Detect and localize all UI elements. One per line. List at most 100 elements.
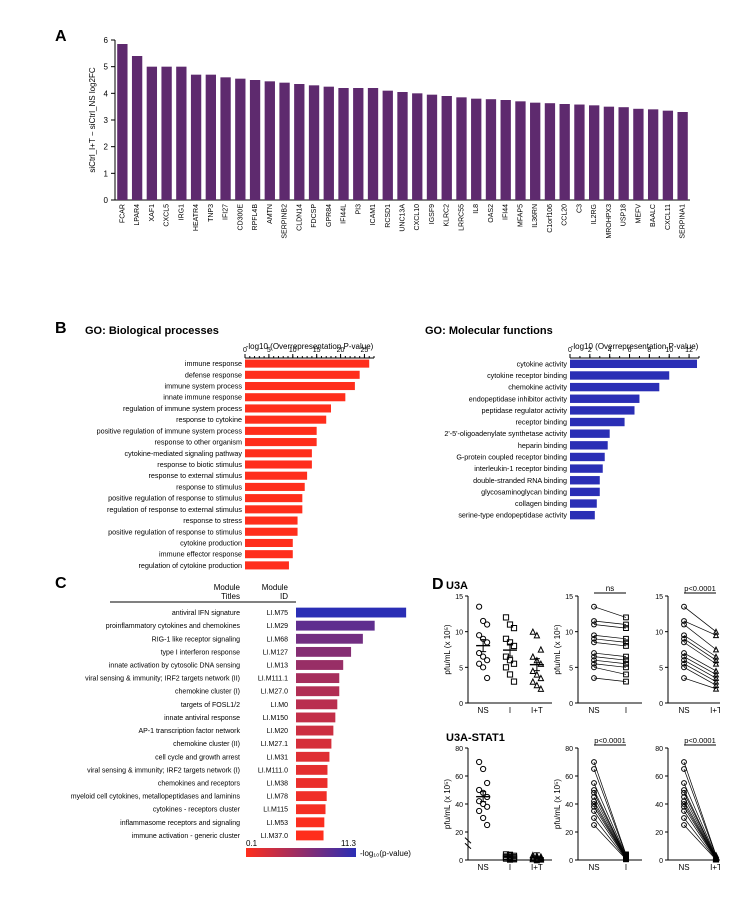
svg-text:10: 10 [455,630,463,637]
svg-text:25: 25 [361,347,369,354]
svg-text:positive regulation of immune: positive regulation of immune system pro… [97,426,243,435]
svg-text:CXCL10: CXCL10 [414,204,421,231]
svg-text:NS: NS [478,863,489,872]
svg-text:MEFV: MEFV [635,204,642,224]
svg-text:LI.M13: LI.M13 [267,663,289,670]
svg-text:LI.M53: LI.M53 [267,820,289,827]
svg-text:pfu/mL (x 10⁵): pfu/mL (x 10⁵) [553,779,562,829]
svg-text:IRG1: IRG1 [178,204,185,220]
svg-text:-log10 (Overrepresentation P-v: -log10 (Overrepresentation P-value) [246,342,374,351]
svg-text:UNC13A: UNC13A [400,204,407,232]
svg-text:AMTN: AMTN [267,204,274,224]
svg-text:6: 6 [628,347,632,354]
hbar [245,382,355,390]
svg-text:KLRC2: KLRC2 [444,204,451,227]
bar [604,107,614,200]
svg-text:2: 2 [104,143,109,152]
svg-text:cytokine activity: cytokine activity [517,359,568,368]
svg-text:15: 15 [313,347,321,354]
svg-text:response to stress: response to stress [183,516,242,525]
svg-text:RIG-1 like receptor signaling: RIG-1 like receptor signaling [152,636,240,643]
svg-text:RCSD1: RCSD1 [385,204,392,228]
hbar [570,488,600,496]
svg-text:I+T: I+T [710,706,720,715]
svg-text:NS: NS [678,863,689,872]
svg-text:LI.M31: LI.M31 [267,754,289,761]
svg-text:IGSF9: IGSF9 [429,204,436,224]
svg-text:LI.M111.0: LI.M111.0 [258,767,288,774]
hbar [570,418,625,426]
svg-text:innate antiviral response: innate antiviral response [164,715,240,722]
module-bar [296,647,351,657]
u3a-stat1-chart: U3A-STAT1020406080pfu/mL (x 10⁵)NSII+T02… [440,730,720,880]
module-bar [296,765,327,775]
svg-text:SERPINA1: SERPINA1 [680,204,687,239]
bar [589,105,599,200]
hbar [570,499,597,507]
svg-text:p<0.0001: p<0.0001 [684,736,716,745]
bar [191,75,201,200]
svg-text:15: 15 [455,594,463,601]
svg-text:ID: ID [280,592,288,601]
svg-text:PI3: PI3 [355,204,362,215]
svg-text:0: 0 [659,858,663,865]
svg-text:1: 1 [104,169,109,178]
svg-text:regulation of immune system pr: regulation of immune system process [123,404,242,413]
panel-a-chart: 0123456siCtrl_I+T − siCtrl_NS log2FCFCAR… [85,35,695,295]
hbar [245,472,307,480]
svg-text:C3: C3 [576,204,583,213]
hbar [245,561,289,569]
svg-text:p<0.0001: p<0.0001 [594,736,626,745]
module-bar [296,831,324,841]
svg-text:-log₁₀(p-value): -log₁₀(p-value) [360,849,411,858]
svg-text:LI.M27.1: LI.M27.1 [261,741,288,748]
bar [235,79,245,200]
svg-text:AP-1 transcription factor netw: AP-1 transcription factor network [138,728,240,735]
svg-text:LI.M150: LI.M150 [263,715,288,722]
hbar [245,483,305,491]
svg-text:5: 5 [459,665,463,672]
bar [442,96,452,200]
svg-text:NS: NS [588,706,599,715]
bar [560,104,570,200]
hbar [245,528,298,536]
bar [383,91,393,200]
hbar [245,550,293,558]
hbar [245,505,302,513]
svg-text:chemokine cluster (II): chemokine cluster (II) [173,741,240,748]
bar [368,88,378,200]
svg-text:LI.M115: LI.M115 [263,807,288,814]
module-bar [296,739,331,749]
bar [279,83,289,200]
bar [324,87,334,200]
svg-text:80: 80 [655,746,663,753]
svg-text:I: I [625,863,627,872]
svg-text:11.3: 11.3 [341,839,357,848]
bar [515,101,525,200]
svg-text:I+T: I+T [710,863,720,872]
bar [117,44,127,200]
svg-text:U3A: U3A [446,580,468,592]
svg-text:inflammasome receptors and sig: inflammasome receptors and signaling [120,820,240,827]
svg-text:FCAR: FCAR [119,204,126,223]
svg-text:LI.M75: LI.M75 [267,610,289,617]
bar [176,67,186,200]
svg-text:IL36RN: IL36RN [532,204,539,228]
svg-text:viral sensing & immunity; IRF2: viral sensing & immunity; IRF2 targets n… [87,767,240,774]
module-bar [296,817,324,827]
svg-text:RPFL4B: RPFL4B [252,204,259,231]
svg-text:p<0.0001: p<0.0001 [684,584,716,593]
svg-text:response to cytokine: response to cytokine [176,415,242,424]
hbar [245,371,360,379]
svg-text:glycosaminoglycan binding: glycosaminoglycan binding [481,487,567,496]
svg-text:60: 60 [565,774,573,781]
hbar [570,429,610,437]
bar [618,107,628,200]
svg-text:viral sensing & immunity; IRF2: viral sensing & immunity; IRF2 targets n… [85,676,240,683]
svg-text:0: 0 [568,347,572,354]
bar [147,67,157,200]
svg-text:HEATR4: HEATR4 [193,204,200,231]
bar [545,103,555,200]
svg-text:5: 5 [104,63,109,72]
svg-text:double-stranded RNA binding: double-stranded RNA binding [473,476,567,485]
